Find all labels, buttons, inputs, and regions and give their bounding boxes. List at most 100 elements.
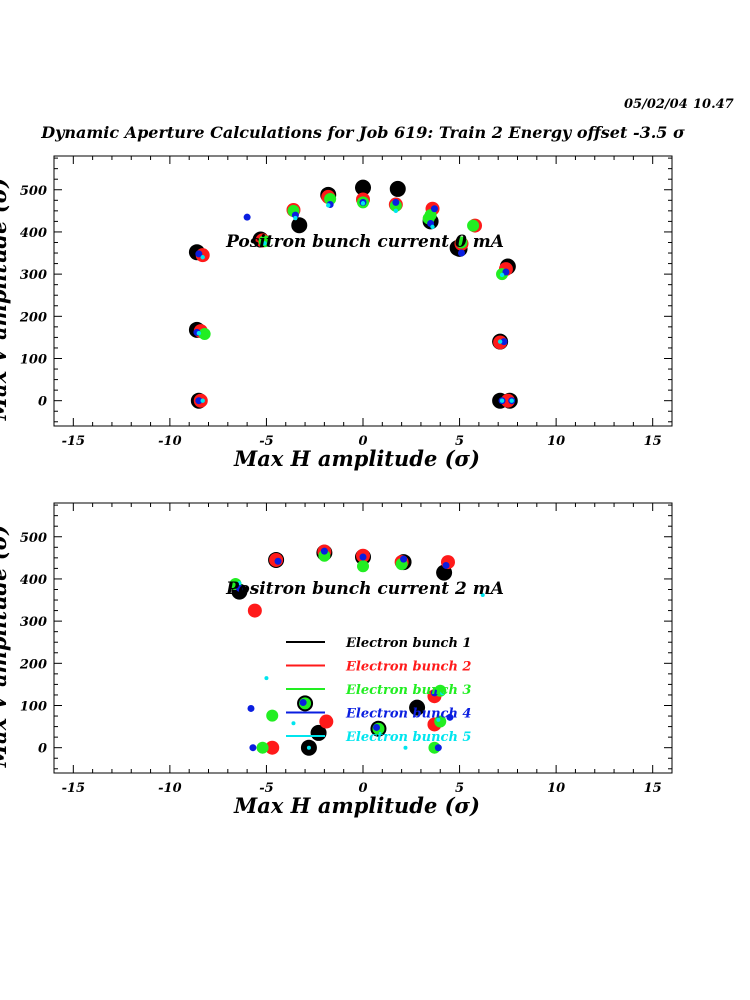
y-tick-label: 0	[38, 395, 47, 410]
data-point	[237, 581, 242, 586]
figure-title: Dynamic Aperture Calculations for Job 61…	[40, 123, 685, 142]
data-point	[198, 328, 211, 341]
data-point	[359, 553, 367, 561]
x-axis-label: Max H amplitude (σ)	[233, 446, 480, 471]
x-axis-label: Max H amplitude (σ)	[233, 793, 480, 818]
series-bunch-3	[229, 549, 447, 754]
data-point	[265, 740, 280, 755]
series-bunch-4	[193, 198, 516, 405]
bottom-scatter-panel: -15 -10 -5 0 5 10 15 0 100 200 300 400 500 Max H ampl…	[0, 502, 673, 818]
y-tick-label: 100	[20, 700, 47, 715]
series-bunch-2	[193, 189, 515, 408]
y-tick-label: 400	[20, 226, 47, 241]
data-point	[262, 241, 267, 246]
data-point	[306, 745, 311, 750]
data-point	[446, 713, 454, 721]
y-tick-label: 300	[20, 268, 47, 283]
top-scatter-panel: -15 -10 -5 0 5 10 15 0 100 200 300 400 500 Max H ampl…	[0, 155, 673, 471]
data-point	[326, 203, 331, 208]
legend-entry: Electron bunch 4	[345, 707, 471, 722]
data-point	[355, 179, 371, 196]
x-tick-label: 0	[358, 434, 367, 449]
data-point	[409, 699, 426, 716]
data-point	[440, 691, 445, 696]
data-point	[430, 689, 438, 697]
data-point	[195, 397, 203, 405]
data-point	[319, 714, 334, 729]
data-point	[320, 547, 328, 555]
data-point	[403, 745, 408, 750]
data-point	[324, 193, 337, 206]
data-point	[264, 676, 269, 681]
data-point	[457, 249, 465, 257]
legend-entry: Electron bunch 2	[345, 660, 471, 675]
data-point	[243, 213, 251, 221]
x-tick-label: 5	[455, 781, 464, 796]
series-bunch-4	[235, 547, 454, 752]
data-point	[389, 180, 406, 197]
y-tick-label: 200	[19, 657, 47, 672]
y-tick-label: 400	[20, 573, 47, 588]
data-point	[360, 201, 366, 206]
data-point	[500, 393, 515, 408]
y-axis-label: Max V amplitude (σ)	[0, 525, 11, 768]
legend-entry: Electron bunch 1	[345, 636, 471, 651]
x-tick-label: -15	[62, 781, 86, 796]
x-tick-label: -15	[62, 434, 86, 449]
data-point	[249, 744, 257, 752]
data-point	[430, 205, 438, 213]
positron-current-annotation: Positron bunch current 2 mA	[225, 579, 504, 599]
series-bunch-5	[237, 581, 485, 750]
series-bunch-1	[188, 179, 518, 409]
x-tick-label: 10	[547, 434, 565, 449]
data-point	[293, 215, 298, 221]
data-point	[502, 268, 510, 276]
data-point	[442, 561, 450, 569]
x-tick-label: 15	[644, 781, 662, 796]
data-point	[499, 272, 505, 278]
x-tick-label: 0	[358, 781, 367, 796]
data-point	[291, 217, 308, 234]
y-tick-label: 100	[20, 353, 47, 368]
data-point	[196, 330, 202, 336]
legend-entry: Electron bunch 3	[345, 683, 471, 698]
data-point	[467, 219, 480, 232]
data-point	[373, 723, 381, 731]
data-point	[247, 603, 262, 618]
y-tick-label: 500	[20, 184, 47, 199]
data-point	[455, 236, 468, 249]
data-point	[274, 557, 282, 565]
data-point	[256, 741, 269, 754]
legend: Electron bunch 1 Electron bunch 2 Electron…	[286, 636, 471, 745]
data-point	[436, 717, 441, 722]
date-stamp: 05/02/04	[624, 97, 688, 112]
data-point	[357, 560, 369, 573]
y-tick-label: 0	[38, 742, 47, 757]
data-point	[200, 255, 205, 260]
positron-current-annotation: Positron bunch current 0 mA	[225, 232, 504, 252]
data-point	[195, 250, 203, 258]
time-stamp: 10.47	[693, 97, 734, 112]
y-axis-label: Max V amplitude (σ)	[0, 178, 11, 421]
x-tick-label: -10	[158, 434, 182, 449]
x-tick-label: -5	[259, 781, 273, 796]
data-point	[235, 584, 243, 592]
data-point	[480, 592, 485, 597]
x-tick-label: 15	[644, 434, 662, 449]
data-point	[266, 709, 279, 722]
data-point	[393, 208, 399, 214]
y-tick-label: 200	[19, 310, 47, 325]
x-tick-label: 10	[547, 781, 565, 796]
data-point	[430, 224, 435, 230]
data-point	[200, 398, 205, 403]
data-point	[291, 721, 296, 726]
y-tick-label: 500	[20, 531, 47, 546]
legend-entry: Electron bunch 5	[345, 730, 471, 745]
x-tick-label: -10	[158, 781, 182, 796]
data-point	[392, 198, 400, 206]
data-point	[400, 555, 408, 563]
data-point	[500, 338, 508, 346]
data-point	[434, 744, 442, 752]
data-point	[299, 699, 307, 707]
